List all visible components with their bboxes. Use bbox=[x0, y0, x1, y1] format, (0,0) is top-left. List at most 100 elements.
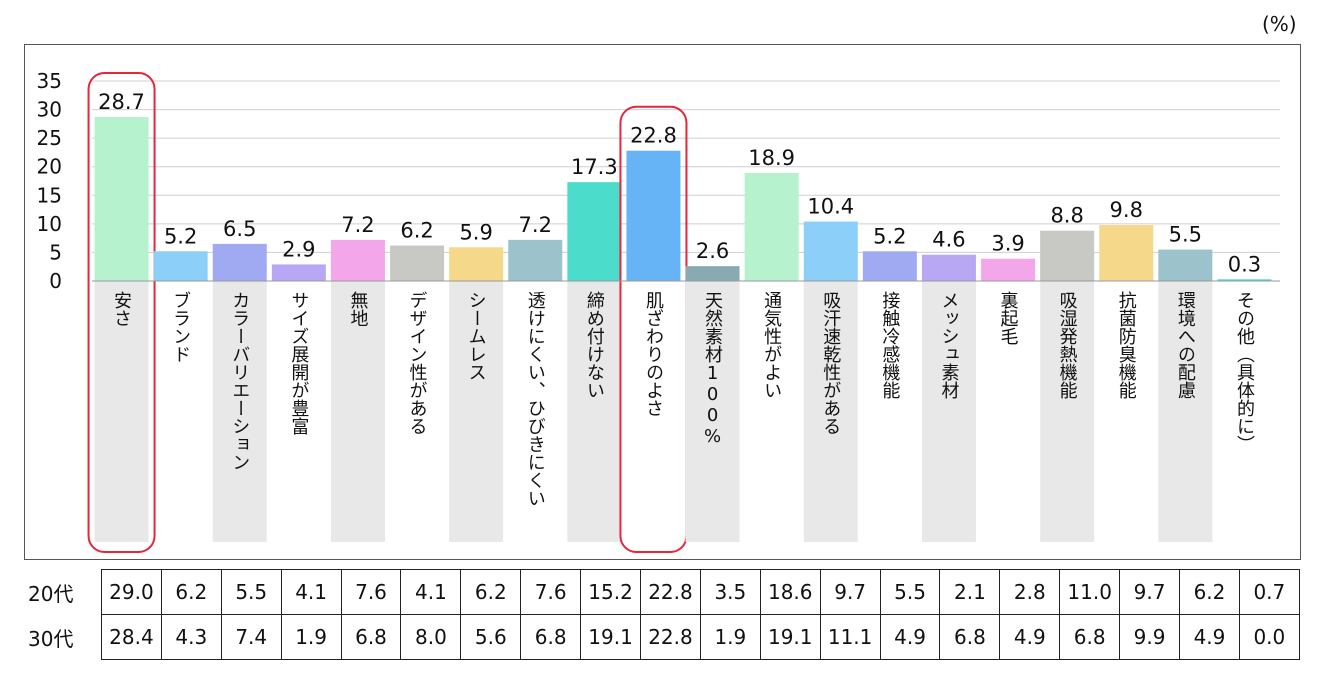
y-tick-label: 15 bbox=[37, 183, 62, 207]
bar bbox=[1158, 249, 1213, 281]
category-label: 肌ざわりのよさ bbox=[643, 291, 664, 417]
chart-frame bbox=[24, 44, 1301, 560]
category-label: 安さ bbox=[111, 291, 132, 327]
table-cell: 3.5 bbox=[699, 569, 761, 615]
data-label: 17.3 bbox=[571, 155, 618, 179]
table-cell: 4.9 bbox=[999, 614, 1061, 660]
table-cell: 0.7 bbox=[1238, 569, 1300, 615]
table-cell: 22.8 bbox=[640, 569, 701, 615]
table-cell: 6.8 bbox=[520, 614, 582, 660]
table-cell: 6.2 bbox=[460, 569, 522, 615]
table-cell: 11.1 bbox=[819, 614, 881, 660]
table-cell: 29.0 bbox=[101, 569, 162, 615]
table-row: 30代 28.4 4.3 7.4 1.9 6.8 8.0 5.6 6.8 19.1 22.8 1.9 1… bbox=[20, 614, 1300, 660]
table-cell: 1.9 bbox=[280, 614, 342, 660]
label-band bbox=[1158, 281, 1213, 542]
bar bbox=[330, 239, 385, 281]
category-label: 透けにくい、ひびきにくい bbox=[525, 291, 546, 507]
data-label: 9.8 bbox=[1110, 198, 1143, 222]
category-label: カラーバリエーション bbox=[229, 291, 250, 471]
table-cell: 6.2 bbox=[1179, 569, 1240, 615]
y-tick-label: 30 bbox=[37, 98, 62, 122]
bar bbox=[508, 239, 563, 281]
table-cell: 18.6 bbox=[759, 569, 821, 615]
category-label: 無地 bbox=[347, 291, 368, 327]
bar bbox=[271, 264, 326, 281]
table-cell: 28.4 bbox=[101, 614, 162, 660]
bar bbox=[153, 251, 208, 281]
row-header: 30代 bbox=[28, 626, 74, 651]
category-label: サイズ展開が豊富 bbox=[288, 291, 309, 435]
table-row: 20代 29.0 6.2 5.5 4.1 7.6 4.1 6.2 7.6 15.2 22.8 3.5 1… bbox=[20, 569, 1300, 615]
table-cell: 4.1 bbox=[400, 569, 462, 615]
category-label: 接触冷感機能 bbox=[879, 291, 900, 399]
category-label: 吸湿発熱機能 bbox=[1057, 291, 1078, 399]
table-cell: 4.9 bbox=[1179, 614, 1240, 660]
table-cell: 6.8 bbox=[939, 614, 1001, 660]
label-band bbox=[921, 281, 976, 542]
table-cell: 19.1 bbox=[759, 614, 821, 660]
bar bbox=[94, 117, 149, 281]
age-breakdown-table: 20代 29.0 6.2 5.5 4.1 7.6 4.1 6.2 7.6 15.2 22.8 3.5 1… bbox=[20, 569, 1300, 660]
table-cell: 22.8 bbox=[640, 614, 701, 660]
data-label: 5.2 bbox=[164, 224, 197, 248]
data-label: 5.9 bbox=[459, 220, 492, 244]
data-label: 2.9 bbox=[282, 237, 315, 261]
bar bbox=[1040, 230, 1095, 281]
y-tick-label: 10 bbox=[37, 212, 62, 236]
bar bbox=[626, 150, 681, 281]
table-cell: 1.9 bbox=[699, 614, 761, 660]
bar bbox=[449, 247, 504, 281]
table-cell: 5.5 bbox=[879, 569, 941, 615]
bar bbox=[803, 221, 858, 281]
y-tick-label: 35 bbox=[37, 69, 62, 93]
data-label: 3.9 bbox=[991, 232, 1024, 256]
unit-label: (%) bbox=[1262, 12, 1297, 36]
data-label: 22.8 bbox=[630, 124, 677, 148]
data-label: 18.9 bbox=[748, 146, 795, 170]
category-label: シームレス bbox=[466, 291, 487, 381]
row-header: 20代 bbox=[28, 581, 74, 606]
category-label: 通気性がよい bbox=[761, 291, 782, 399]
table-cell: 0.0 bbox=[1238, 614, 1300, 660]
label-band bbox=[567, 281, 622, 542]
bar bbox=[981, 258, 1036, 281]
bar bbox=[1099, 225, 1154, 281]
category-label: デザイン性がある bbox=[407, 291, 428, 435]
data-label: 0.3 bbox=[1228, 252, 1261, 276]
category-label: その他（具体的に） bbox=[1234, 291, 1255, 453]
bar bbox=[1217, 279, 1272, 281]
table-cell: 4.1 bbox=[280, 569, 342, 615]
data-label: 7.2 bbox=[341, 213, 374, 237]
table-cell: 11.0 bbox=[1059, 569, 1121, 615]
bar bbox=[685, 266, 740, 281]
data-label: 4.6 bbox=[932, 228, 965, 252]
data-label: 6.2 bbox=[400, 219, 433, 243]
category-label: 締め付けない bbox=[584, 291, 605, 399]
highlight-outline bbox=[87, 72, 156, 553]
data-label: 5.5 bbox=[1169, 223, 1202, 247]
data-label: 6.5 bbox=[223, 217, 256, 241]
y-tick-label: 25 bbox=[37, 126, 62, 150]
data-label: 10.4 bbox=[807, 195, 854, 219]
data-label: 7.2 bbox=[519, 213, 552, 237]
table-cell: 2.1 bbox=[939, 569, 1001, 615]
data-label: 5.2 bbox=[873, 224, 906, 248]
table-cell: 7.6 bbox=[340, 569, 402, 615]
table-cell: 7.4 bbox=[220, 614, 282, 660]
table-cell: 9.7 bbox=[1119, 569, 1181, 615]
category-label: メッシュ素材 bbox=[938, 291, 959, 399]
data-label: 2.6 bbox=[696, 239, 729, 263]
label-band bbox=[94, 281, 149, 542]
y-tick-label: 20 bbox=[37, 155, 62, 179]
label-band bbox=[449, 281, 504, 542]
category-label: ブランド bbox=[170, 291, 191, 363]
data-label: 28.7 bbox=[98, 90, 145, 114]
table-cell: 5.5 bbox=[220, 569, 282, 615]
table-cell: 7.6 bbox=[520, 569, 582, 615]
bar bbox=[862, 251, 917, 281]
category-label: 環境への配慮 bbox=[1175, 291, 1196, 399]
bar bbox=[390, 245, 445, 281]
table-cell: 2.8 bbox=[999, 569, 1061, 615]
table-cell: 4.3 bbox=[160, 614, 222, 660]
